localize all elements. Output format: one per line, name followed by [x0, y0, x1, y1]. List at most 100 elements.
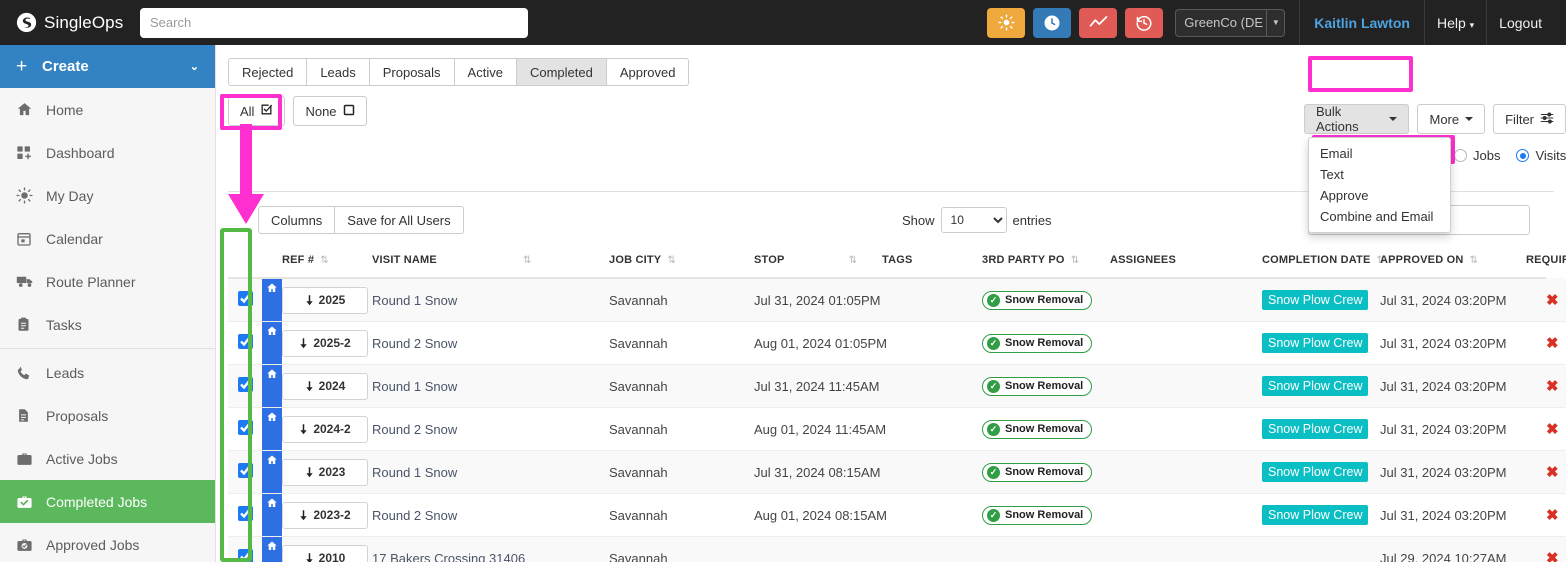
tab-rejected[interactable]: Rejected: [228, 58, 308, 86]
home-icon[interactable]: [262, 408, 282, 450]
bulk-actions-button[interactable]: Bulk Actions: [1304, 104, 1410, 134]
global-search-input[interactable]: [140, 7, 528, 38]
tab-completed[interactable]: Completed: [516, 58, 607, 86]
help-menu[interactable]: Help ▾: [1425, 15, 1486, 31]
row-visit-name[interactable]: Round 1 Snow: [372, 364, 609, 408]
ref-download-button[interactable]: 2025-2: [282, 329, 368, 357]
table-row[interactable]: 2024-2 Round 2 Snow Savannah Aug 01, 2024 1…: [228, 407, 1566, 451]
tag-badge[interactable]: ✓ Snow Removal: [982, 419, 1093, 439]
row-visit-name[interactable]: Round 2 Snow: [372, 321, 609, 365]
home-icon[interactable]: [262, 322, 282, 364]
tab-approved[interactable]: Approved: [606, 58, 690, 86]
sidebar-item-leads[interactable]: Leads: [0, 351, 215, 394]
save-for-all-users-button[interactable]: Save for All Users: [335, 206, 464, 234]
tab-active[interactable]: Active: [454, 58, 517, 86]
logout-link[interactable]: Logout: [1499, 14, 1542, 31]
clock-icon-button[interactable]: [1033, 7, 1072, 38]
ref-download-button[interactable]: 2024: [282, 372, 368, 400]
ref-download-button[interactable]: 2023-2: [282, 501, 368, 529]
radio-jobs[interactable]: [1454, 149, 1467, 162]
sidebar-item-completed-jobs[interactable]: Completed Jobs: [0, 480, 215, 523]
th-visit-name-sort[interactable]: ⇅: [517, 248, 609, 279]
row-visit-name[interactable]: Round 1 Snow: [372, 278, 609, 322]
home-icon[interactable]: [262, 537, 282, 562]
sidebar-item-approved-jobs[interactable]: Approved Jobs: [0, 523, 215, 562]
entries-per-page-select[interactable]: 10: [940, 207, 1007, 233]
home-icon[interactable]: [262, 279, 282, 321]
assignee-badge[interactable]: Snow Plow Crew: [1262, 462, 1369, 482]
filter-button[interactable]: Filter: [1493, 104, 1566, 134]
row-checkbox[interactable]: [237, 420, 253, 435]
assignee-badge[interactable]: Snow Plow Crew: [1262, 505, 1369, 525]
activity-chart-icon-button[interactable]: [1079, 7, 1118, 38]
table-row[interactable]: 2023-2 Round 2 Snow Savannah Aug 01, 2024 0…: [228, 493, 1566, 537]
row-checkbox[interactable]: [237, 377, 253, 392]
home-icon[interactable]: [262, 494, 282, 536]
home-icon[interactable]: [262, 365, 282, 407]
sidebar-item-route-planner[interactable]: Route Planner: [0, 260, 215, 303]
th-assignees[interactable]: ASSIGNEES: [1110, 248, 1262, 279]
th-third-party-po[interactable]: 3RD PARTY PO ⇅: [982, 248, 1110, 279]
menu-item-text[interactable]: Text: [1320, 167, 1344, 182]
columns-button[interactable]: Columns: [258, 206, 336, 234]
tag-badge[interactable]: ✓ Snow Removal: [982, 333, 1093, 353]
menu-item-combine-and-email[interactable]: Combine and Email: [1320, 209, 1434, 224]
menu-item-approve[interactable]: Approve: [1320, 188, 1369, 203]
ref-download-button[interactable]: 2010: [282, 544, 368, 562]
menu-item-email[interactable]: Email: [1320, 146, 1353, 161]
select-none-button[interactable]: None: [293, 96, 367, 126]
row-visit-name[interactable]: 17 Bakers Crossing 31406: [372, 536, 609, 562]
assignee-badge[interactable]: Snow Plow Crew: [1262, 419, 1369, 439]
assignee-badge[interactable]: Snow Plow Crew: [1262, 290, 1369, 310]
th-ref[interactable]: REF # ⇅: [282, 248, 372, 279]
th-requires-deposit[interactable]: REQUIRES DEPOSIT?⇅: [1526, 248, 1566, 279]
ref-download-button[interactable]: 2024-2: [282, 415, 368, 443]
sidebar-item-calendar[interactable]: Calendar: [0, 217, 215, 260]
th-stop[interactable]: STOP ⇅: [754, 248, 882, 279]
tab-proposals[interactable]: Proposals: [369, 58, 455, 86]
th-visit-name[interactable]: VISIT NAME: [372, 248, 517, 279]
tab-leads[interactable]: Leads: [307, 58, 370, 86]
row-checkbox[interactable]: [237, 506, 253, 521]
tag-badge[interactable]: ✓ Snow Removal: [982, 462, 1093, 482]
row-visit-name[interactable]: Round 1 Snow: [372, 450, 609, 494]
create-button[interactable]: + Create ⌄: [0, 45, 215, 88]
th-tags[interactable]: TAGS: [882, 248, 982, 279]
sun-icon-button[interactable]: [987, 7, 1026, 38]
th-approved-on[interactable]: APPROVED ON ⇅: [1380, 248, 1526, 279]
sidebar-item-dashboard[interactable]: Dashboard: [0, 131, 215, 174]
row-checkbox[interactable]: [237, 549, 253, 562]
home-icon[interactable]: [262, 451, 282, 493]
ref-download-button[interactable]: 2023: [282, 458, 368, 486]
radio-visits[interactable]: [1516, 149, 1530, 162]
history-clock-icon-button[interactable]: [1125, 7, 1164, 38]
brand-logo-area[interactable]: SingleOps: [0, 12, 126, 33]
company-switcher-select[interactable]: GreenCo (DE ▼: [1175, 8, 1286, 37]
row-visit-name[interactable]: Round 2 Snow: [372, 493, 609, 537]
th-completion-date[interactable]: COMPLETION DATE ⇅: [1262, 248, 1385, 279]
sidebar-item-home[interactable]: Home: [0, 88, 215, 131]
assignee-badge[interactable]: Snow Plow Crew: [1262, 376, 1369, 396]
row-visit-name[interactable]: Round 2 Snow: [372, 407, 609, 451]
table-row[interactable]: 2023 Round 1 Snow Savannah Jul 31, 2024 08:…: [228, 450, 1566, 494]
row-checkbox[interactable]: [237, 291, 253, 306]
assignee-badge[interactable]: Snow Plow Crew: [1262, 333, 1369, 353]
sidebar-item-my-day[interactable]: My Day: [0, 174, 215, 217]
select-all-button[interactable]: All: [228, 96, 286, 126]
table-row[interactable]: 2024 Round 1 Snow Savannah Jul 31, 2024 11:…: [228, 364, 1566, 408]
tag-badge[interactable]: ✓ Snow Removal: [982, 505, 1093, 525]
row-checkbox[interactable]: [237, 334, 253, 349]
sidebar-item-tasks[interactable]: Tasks: [0, 303, 215, 346]
user-name-link[interactable]: Kaitlin Lawton: [1314, 14, 1410, 31]
table-row[interactable]: 2010 17 Bakers Crossing 31406 Savannah Jul …: [228, 536, 1566, 562]
row-checkbox[interactable]: [237, 463, 253, 478]
table-row[interactable]: 2025-2 Round 2 Snow Savannah Aug 01, 2024 0…: [228, 321, 1566, 365]
tag-badge[interactable]: ✓ Snow Removal: [982, 376, 1093, 396]
sidebar-item-active-jobs[interactable]: Active Jobs: [0, 437, 215, 480]
more-button[interactable]: More: [1417, 104, 1486, 134]
th-job-city[interactable]: JOB CITY ⇅: [609, 248, 754, 279]
ref-download-button[interactable]: 2025: [282, 286, 368, 314]
table-row[interactable]: 2025 Round 1 Snow Savannah Jul 31, 2024 01:…: [228, 278, 1566, 322]
tag-badge[interactable]: ✓ Snow Removal: [982, 290, 1093, 310]
sidebar-item-proposals[interactable]: Proposals: [0, 394, 215, 437]
